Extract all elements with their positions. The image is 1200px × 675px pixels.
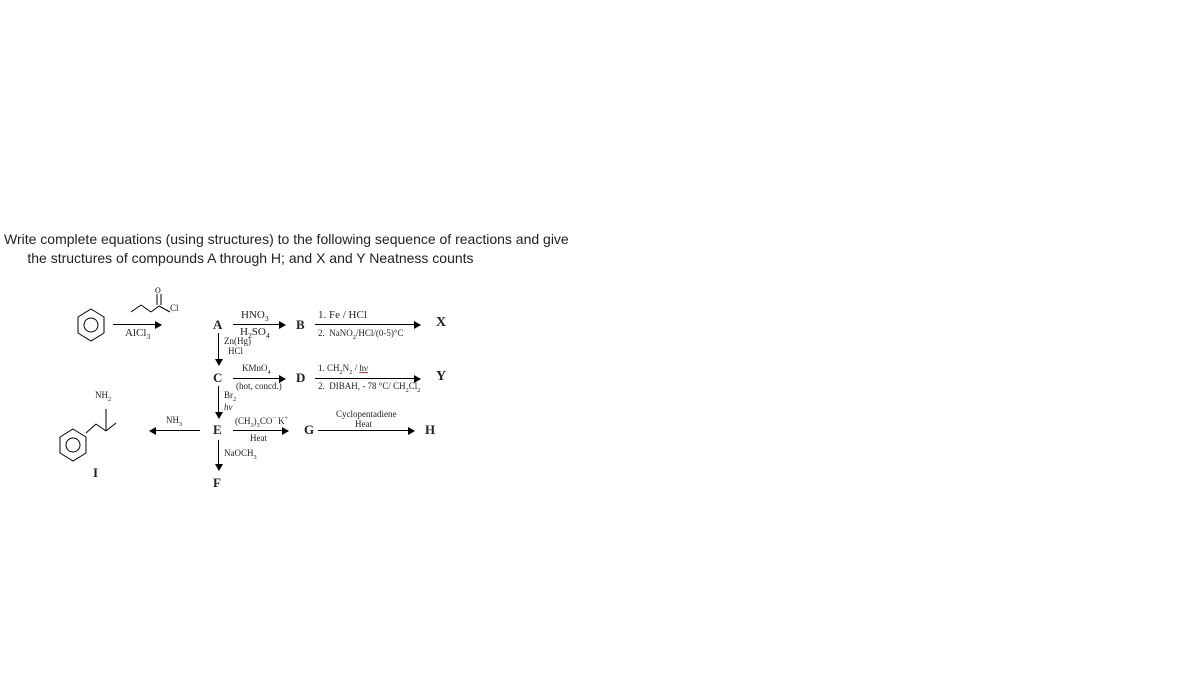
cl-label: Cl — [170, 303, 179, 313]
svg-text:O: O — [155, 286, 161, 295]
hcl-label: HCl — [228, 346, 243, 356]
compound-X: X — [436, 315, 446, 331]
kmno4-label: KMnO4 — [242, 363, 271, 376]
cok-label: (CH3)3CO− K+ — [235, 415, 288, 429]
ch2n2-label: 1. CH2N2 / hν — [318, 363, 368, 376]
hno3-label: HNO3 — [241, 309, 269, 323]
arrow-A-to-B — [233, 324, 285, 325]
naoch3-label: NaOCH3 — [224, 448, 257, 461]
compound-F: F — [213, 475, 221, 491]
side-chain — [83, 398, 143, 441]
alcl3-label: AlCl3 — [125, 327, 150, 341]
fehcl-label: 1. Fe / HCl — [318, 309, 367, 321]
heat2-label: Heat — [355, 419, 372, 429]
arrow-G-to-H — [324, 430, 414, 431]
cyclo-label: Cyclopentadiene — [336, 409, 396, 419]
hot-label: (hot, concd.) — [236, 381, 282, 391]
g-connector — [318, 430, 324, 431]
acyl-chloride: O Cl — [128, 285, 176, 320]
compound-G: G — [304, 422, 314, 438]
nh3-label: NH3 — [166, 415, 182, 428]
arrow-B-to-X — [315, 324, 420, 325]
br2-label: Br2 — [224, 390, 236, 403]
compound-A: A — [213, 317, 222, 333]
arrow-A-to-C — [218, 333, 219, 365]
nh2-label: NH2 — [95, 390, 111, 403]
reaction-scheme: O Cl AlCl3 A HNO3 H2SO4 B 1. Fe / HCl 2.… — [58, 290, 558, 550]
hv-label: hν — [224, 402, 233, 412]
compound-E: E — [213, 422, 222, 438]
q-line1: Write complete equations (using structur… — [4, 231, 569, 247]
compound-H: H — [425, 422, 435, 438]
arrow-benzene-to-A — [113, 324, 161, 325]
arrow-C-to-D — [233, 378, 285, 379]
nano2-label: 2. NaNO2/HCl/(0-5)°C — [318, 328, 404, 341]
heat-label: Heat — [250, 433, 267, 443]
compound-C: C — [213, 370, 222, 386]
compound-Y: Y — [436, 369, 446, 385]
benzene-start — [76, 308, 106, 342]
arrow-D-to-Y — [315, 378, 420, 379]
znhg-label: Zn(Hg) — [224, 336, 251, 346]
arrow-E-to-I — [150, 430, 200, 431]
compound-I: I — [93, 465, 98, 481]
q-line2: the structures of compounds A through H;… — [27, 250, 473, 266]
arrow-E-to-G — [233, 430, 288, 431]
arrow-C-to-E — [218, 386, 219, 418]
compound-B: B — [296, 317, 305, 333]
dibah-label: 2. DIBAH, - 78 °C/ CH2Cl2 — [318, 381, 420, 394]
question-text: Write complete equations (using structur… — [4, 230, 569, 268]
compound-D: D — [296, 370, 305, 386]
arrow-E-to-F — [218, 440, 219, 470]
